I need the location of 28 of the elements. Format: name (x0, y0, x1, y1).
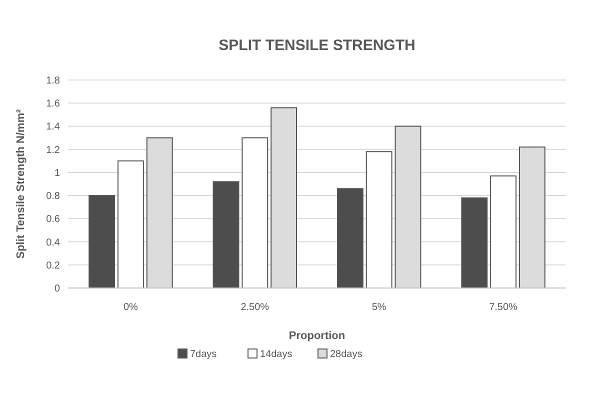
legend-label: 28days (330, 349, 362, 360)
bar (242, 137, 268, 288)
x-tick-label: 5% (372, 302, 386, 313)
bar (336, 188, 364, 288)
legend-label: 14days (260, 349, 292, 360)
y-tick-label: 1.4 (46, 122, 60, 133)
y-tick-label: 0.6 (46, 214, 60, 226)
y-tick-label: 1 (54, 168, 60, 179)
y-tick-label: 0.8 (46, 191, 60, 202)
chart-title: SPLIT TENSILE STRENGTH (218, 37, 416, 54)
bar (461, 197, 488, 288)
y-tick-label: 0 (54, 284, 60, 294)
x-tick-label: 0% (123, 302, 138, 313)
legend-label: 7days (190, 349, 217, 360)
y-tick-label: 0.4 (46, 237, 60, 248)
y-tick-label: 0.2 (46, 260, 60, 272)
bar (88, 195, 116, 288)
x-axis-title: Proportion (288, 330, 346, 342)
bar (118, 160, 144, 288)
x-tick-label: 7.50% (489, 302, 518, 313)
y-tick-label: 1.6 (46, 98, 60, 110)
x-tick-label: 2.50% (240, 302, 270, 313)
bar (490, 175, 516, 288)
y-axis-title: Split Tensile Strength N/mm² (15, 108, 27, 259)
y-tick-label: 1.8 (46, 76, 60, 86)
bar (212, 181, 240, 288)
y-tick-label: 1.2 (46, 144, 60, 156)
bar (366, 151, 392, 288)
